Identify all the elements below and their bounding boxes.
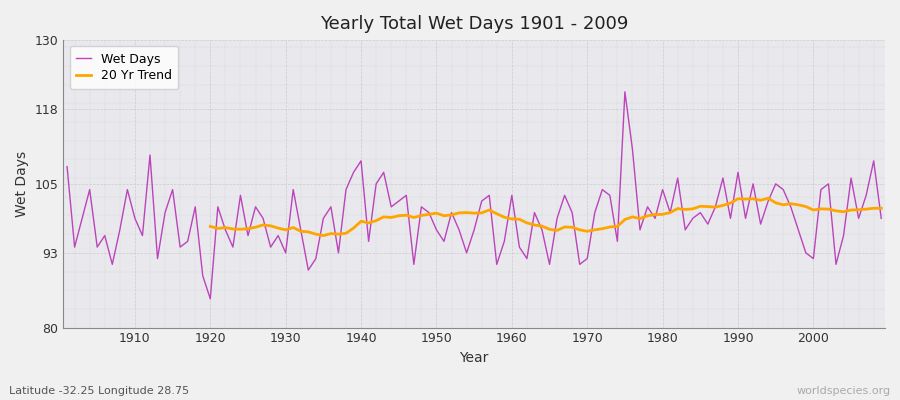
20 Yr Trend xyxy=(318,233,328,238)
20 Yr Trend xyxy=(778,202,788,207)
20 Yr Trend xyxy=(295,229,306,234)
Wet Days xyxy=(876,216,886,221)
20 Yr Trend xyxy=(416,213,427,218)
Wet Days xyxy=(507,193,517,198)
20 Yr Trend xyxy=(860,207,871,212)
Text: worldspecies.org: worldspecies.org xyxy=(796,386,891,396)
Wet Days xyxy=(340,187,351,192)
Legend: Wet Days, 20 Yr Trend: Wet Days, 20 Yr Trend xyxy=(69,46,178,89)
Wet Days xyxy=(205,296,216,301)
Wet Days xyxy=(295,228,306,232)
Wet Days xyxy=(619,90,630,94)
20 Yr Trend xyxy=(205,224,216,229)
Title: Yearly Total Wet Days 1901 - 2009: Yearly Total Wet Days 1901 - 2009 xyxy=(320,15,628,33)
Wet Days xyxy=(122,187,133,192)
Line: 20 Yr Trend: 20 Yr Trend xyxy=(211,198,881,236)
Wet Days xyxy=(605,193,616,198)
X-axis label: Year: Year xyxy=(460,351,489,365)
Wet Days xyxy=(62,164,73,169)
Wet Days xyxy=(514,245,525,250)
20 Yr Trend xyxy=(876,206,886,211)
20 Yr Trend xyxy=(793,202,804,207)
Text: Latitude -32.25 Longitude 28.75: Latitude -32.25 Longitude 28.75 xyxy=(9,386,189,396)
20 Yr Trend xyxy=(763,196,774,201)
Y-axis label: Wet Days: Wet Days xyxy=(15,151,29,217)
Line: Wet Days: Wet Days xyxy=(68,92,881,299)
20 Yr Trend xyxy=(680,207,690,212)
